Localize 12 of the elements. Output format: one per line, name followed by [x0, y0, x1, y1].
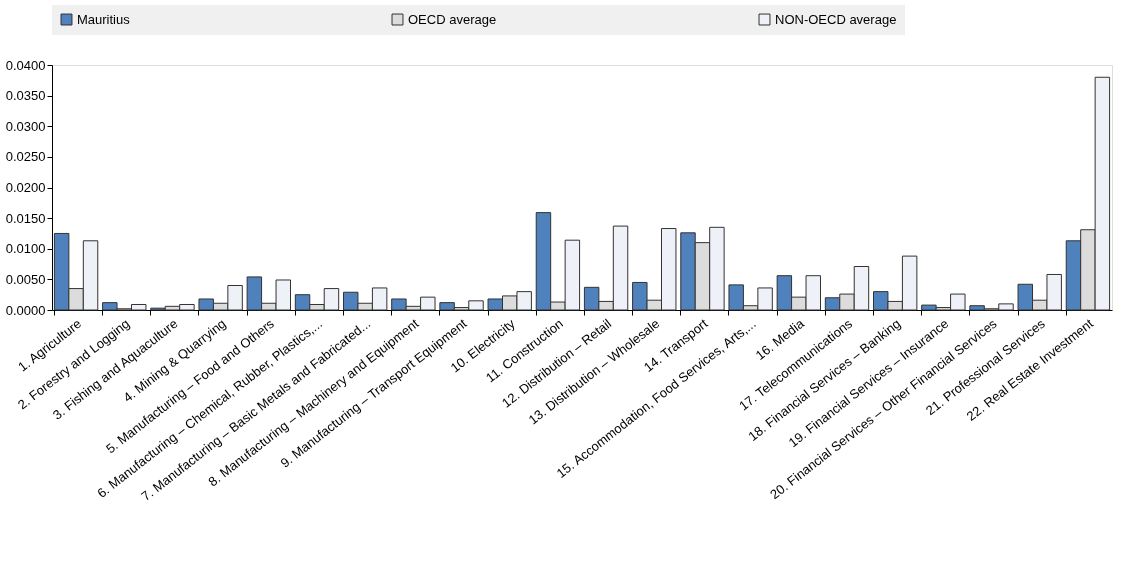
y-tick-label: 0.0050 — [5, 271, 46, 287]
y-tick-label: 0.0400 — [5, 57, 46, 73]
y-tick-label: 0.0300 — [5, 118, 46, 134]
legend-label: Mauritius — [77, 11, 131, 27]
y-tick-label: 0.0200 — [5, 180, 46, 195]
y-tick-label: 0.0100 — [5, 241, 46, 257]
y-tick-label: 0.0150 — [5, 210, 46, 226]
y-tick-label: 0.0000 — [5, 302, 46, 318]
y-tick-label: 0.0250 — [5, 149, 46, 165]
legend-label: NON-OECD average — [775, 11, 897, 27]
legend-label: OECD average — [408, 11, 497, 27]
y-tick-label: 0.0350 — [5, 88, 46, 104]
